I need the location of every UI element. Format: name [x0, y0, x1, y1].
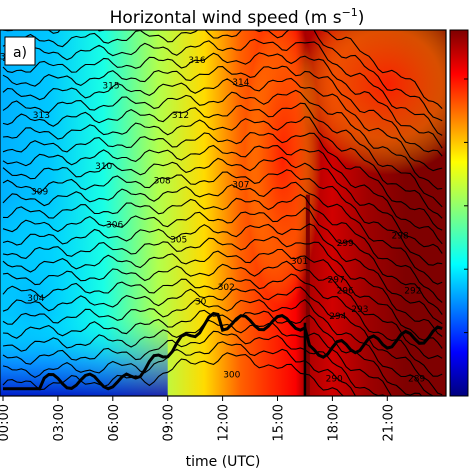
- contour-label: 289: [408, 374, 425, 384]
- contour-label: 304: [27, 294, 44, 304]
- contour-line: [2, 223, 443, 325]
- x-tick-label: 06:00: [107, 404, 122, 441]
- x-tick-label: 15:00: [272, 404, 287, 441]
- contour-label: 314: [232, 78, 249, 88]
- x-tick-label: 03:00: [52, 404, 67, 441]
- contour-line: [2, 299, 434, 396]
- contour-label: 315: [102, 82, 119, 92]
- contour-label: 306: [106, 221, 123, 231]
- panel-label: a): [13, 45, 27, 61]
- contour-line: [2, 309, 423, 396]
- contour-line: [2, 207, 443, 315]
- boundary-layer-height-line: [3, 311, 443, 391]
- contour-label: 301: [291, 257, 308, 267]
- contour-line: [2, 30, 443, 109]
- contour-line: [2, 169, 443, 266]
- contour-label: 313: [33, 111, 50, 121]
- contour-line: [2, 89, 443, 190]
- contour-line: [2, 116, 443, 219]
- contour-label: 296: [337, 287, 354, 297]
- contour-line: [2, 132, 443, 231]
- theta-contours: [2, 30, 443, 396]
- contour-label: 307: [232, 180, 249, 190]
- x-tick-label: 09:00: [162, 404, 177, 441]
- x-tick-label: 21:00: [381, 404, 396, 441]
- contour-line: [2, 193, 443, 303]
- contour-label: 316: [188, 56, 205, 66]
- contour-line: [2, 77, 443, 172]
- contour-label: 300: [223, 371, 240, 381]
- wind-speed-field: [0, 30, 446, 396]
- contour-label: 297: [328, 276, 345, 286]
- contour-line: [2, 144, 443, 245]
- contour-line: [2, 260, 443, 360]
- contour-label: 309: [31, 188, 48, 198]
- x-axis-label: time (UTC): [186, 454, 261, 470]
- contour-line: [2, 352, 345, 396]
- contour-line: [2, 181, 443, 285]
- contour-labels: 3173163153143133123103093083073063053043…: [0, 52, 425, 384]
- contour-label: 292: [404, 287, 421, 297]
- contour-label: 30: [195, 298, 207, 308]
- colorbar: [449, 29, 469, 397]
- contour-line: [2, 30, 443, 122]
- x-tick-label: 00:00: [0, 404, 12, 441]
- contour-label: 302: [218, 283, 235, 293]
- contour-line: [2, 38, 443, 136]
- contour-line: [2, 273, 443, 377]
- contour-line: [2, 248, 443, 349]
- contour-line: [2, 330, 388, 396]
- panel-label-box: a): [4, 36, 36, 66]
- contour-label: 290: [326, 374, 343, 384]
- contour-line: [2, 52, 443, 149]
- x-axis: 00:00 03:00 06:00 09:00 12:00 15:00 18:00 21:00: [0, 396, 396, 441]
- contour-label: 308: [154, 177, 171, 187]
- contour-label: 293: [351, 305, 368, 315]
- contour-label: 294: [329, 312, 346, 322]
- x-tick-label: 12:00: [217, 404, 232, 441]
- contour-label: 310: [95, 162, 112, 172]
- contour-label: 305: [170, 235, 187, 245]
- chart-title: Horizontal wind speed (m s−1): [110, 6, 365, 28]
- contour-line: [2, 341, 357, 396]
- contour-line: [2, 235, 443, 337]
- contour-label: 312: [172, 111, 189, 121]
- contour-line: [2, 102, 443, 208]
- contour-label: 298: [392, 232, 409, 242]
- contour-line: [2, 65, 443, 157]
- contour-label: 299: [337, 239, 354, 249]
- x-tick-label: 18:00: [326, 404, 341, 441]
- contour-line: [2, 156, 443, 254]
